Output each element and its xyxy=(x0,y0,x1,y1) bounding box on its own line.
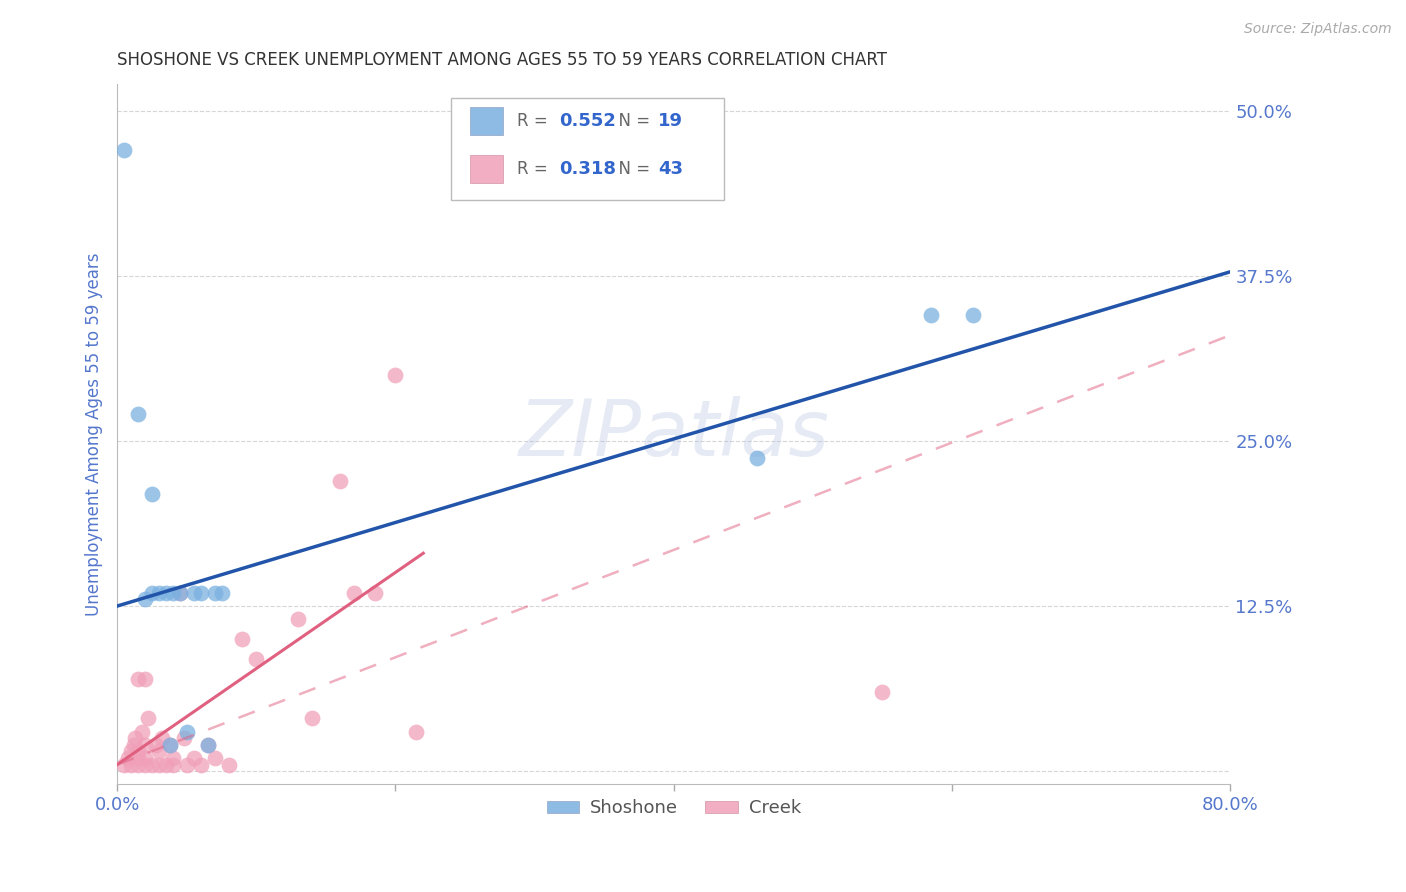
Point xyxy=(872,685,894,699)
Legend: Shoshone, Creek: Shoshone, Creek xyxy=(540,792,808,824)
Point xyxy=(148,757,170,772)
Text: Source: ZipAtlas.com: Source: ZipAtlas.com xyxy=(1244,22,1392,37)
Point xyxy=(127,672,149,686)
Point xyxy=(155,757,177,772)
Text: N =: N = xyxy=(607,112,655,130)
Point xyxy=(920,309,942,323)
Point xyxy=(136,711,159,725)
Point xyxy=(231,632,253,646)
Point xyxy=(176,724,198,739)
FancyBboxPatch shape xyxy=(470,155,503,183)
Point xyxy=(204,586,226,600)
Point xyxy=(134,751,156,765)
Point xyxy=(150,731,173,746)
Point xyxy=(112,757,135,772)
Point xyxy=(117,751,139,765)
Point xyxy=(127,408,149,422)
Point xyxy=(173,731,195,746)
Point xyxy=(962,309,984,323)
Point xyxy=(197,738,219,752)
FancyBboxPatch shape xyxy=(451,98,724,200)
Point xyxy=(363,586,385,600)
Point xyxy=(141,487,163,501)
Point xyxy=(197,738,219,752)
Point xyxy=(384,368,406,382)
Point xyxy=(127,744,149,758)
Text: 19: 19 xyxy=(658,112,683,130)
Point xyxy=(141,757,163,772)
Point xyxy=(176,757,198,772)
Point xyxy=(112,143,135,157)
Point xyxy=(204,751,226,765)
Text: SHOSHONE VS CREEK UNEMPLOYMENT AMONG AGES 55 TO 59 YEARS CORRELATION CHART: SHOSHONE VS CREEK UNEMPLOYMENT AMONG AGE… xyxy=(117,51,887,69)
Point xyxy=(120,744,142,758)
Point xyxy=(211,586,233,600)
Point xyxy=(287,612,309,626)
Text: 0.318: 0.318 xyxy=(560,160,616,178)
Text: R =: R = xyxy=(517,160,553,178)
Point xyxy=(329,474,352,488)
Point xyxy=(169,586,191,600)
Point xyxy=(134,672,156,686)
Y-axis label: Unemployment Among Ages 55 to 59 years: Unemployment Among Ages 55 to 59 years xyxy=(86,252,103,616)
Point xyxy=(245,652,267,666)
Point xyxy=(183,751,205,765)
Point xyxy=(134,757,156,772)
Point xyxy=(127,757,149,772)
Text: R =: R = xyxy=(517,112,553,130)
Text: N =: N = xyxy=(607,160,655,178)
Point xyxy=(134,738,156,752)
Point xyxy=(162,757,184,772)
Point xyxy=(124,731,146,746)
Point xyxy=(218,757,240,772)
Point xyxy=(127,751,149,765)
Point xyxy=(162,586,184,600)
Point xyxy=(301,711,323,725)
Point xyxy=(162,751,184,765)
Point xyxy=(134,592,156,607)
Point xyxy=(183,586,205,600)
Text: ZIPatlas: ZIPatlas xyxy=(519,396,830,472)
Point xyxy=(159,738,181,752)
Point xyxy=(405,724,427,739)
Point xyxy=(747,451,769,466)
Point xyxy=(148,744,170,758)
Point xyxy=(122,738,145,752)
Point xyxy=(141,586,163,600)
Point xyxy=(159,738,181,752)
Point xyxy=(343,586,366,600)
FancyBboxPatch shape xyxy=(470,107,503,136)
Point xyxy=(190,586,212,600)
Point xyxy=(169,586,191,600)
Point xyxy=(148,586,170,600)
Point xyxy=(145,738,167,752)
Point xyxy=(155,586,177,600)
Text: 0.552: 0.552 xyxy=(560,112,616,130)
Text: 43: 43 xyxy=(658,160,683,178)
Point xyxy=(120,757,142,772)
Point xyxy=(131,724,153,739)
Point xyxy=(190,757,212,772)
